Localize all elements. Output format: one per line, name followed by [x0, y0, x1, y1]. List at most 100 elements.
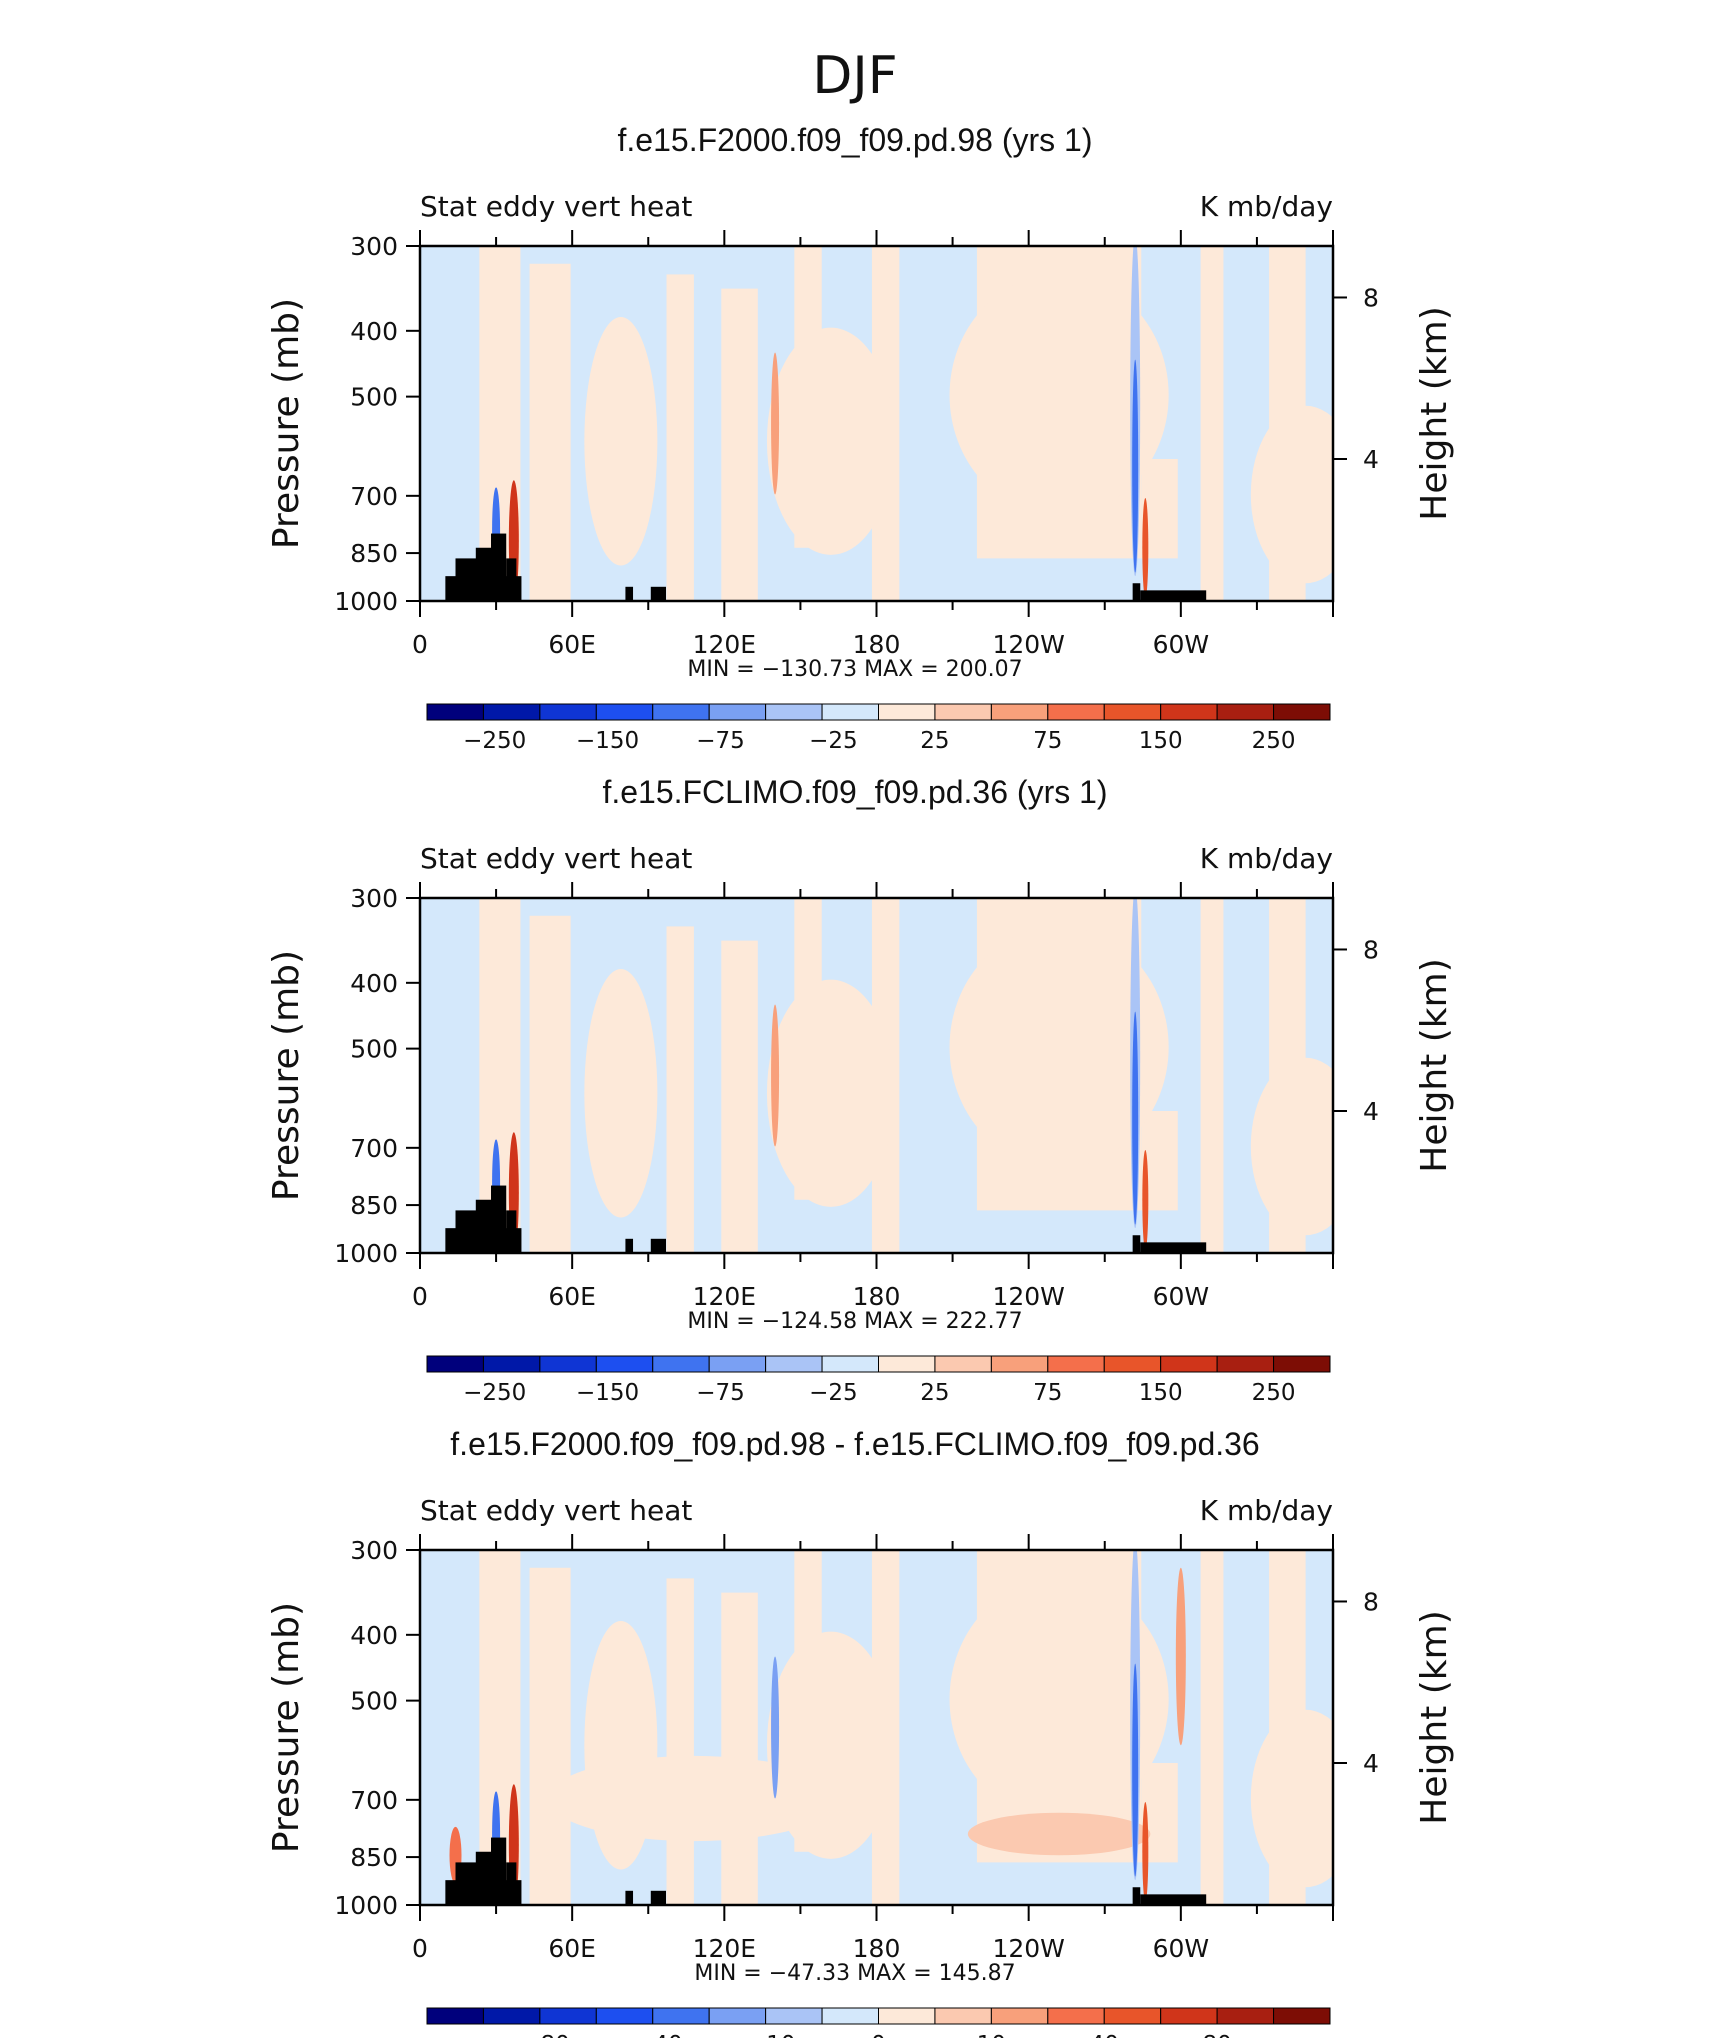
colorbar-box: [1216, 703, 1275, 721]
y-tick-label: 1000: [334, 1239, 398, 1268]
colorbar-label: −25: [809, 1380, 858, 1406]
colorbar-box: [426, 703, 484, 721]
y-tick-label: 850: [350, 1843, 398, 1872]
x-tick-label: 60W: [1153, 630, 1210, 659]
y2-tick-label: 8: [1363, 1587, 1379, 1616]
peach-region: [1250, 1057, 1333, 1236]
colorbar-box: [765, 1355, 823, 1373]
y-tick-label: 850: [350, 539, 398, 568]
colorbar-box: [990, 2007, 1049, 2025]
panel-title: f.e15.FCLIMO.f09_f09.pd.36 (yrs 1): [602, 774, 1107, 810]
colorbar-box: [652, 2007, 710, 2025]
terrain-mask: [625, 1238, 634, 1253]
y-axis-title: Pressure (mb): [266, 298, 307, 549]
x-tick-label: 60E: [548, 1934, 596, 1963]
colorbar-label: −150: [576, 728, 639, 754]
colorbar-box: [878, 1355, 936, 1373]
y2-axis-title: Height (km): [1414, 1610, 1455, 1824]
panel-title: f.e15.F2000.f09_f09.pd.98 (yrs 1): [618, 122, 1093, 158]
red-streak: [1142, 1150, 1149, 1250]
blue-streak: [1132, 1663, 1139, 1877]
x-tick-label: 120E: [693, 1934, 757, 1963]
streak: [771, 1656, 780, 1799]
units-label: K mb/day: [1200, 842, 1333, 875]
colorbar-box: [539, 1355, 597, 1373]
colorbar-label: 80: [1202, 2032, 1231, 2038]
terrain-mask: [1140, 1894, 1207, 1905]
y-tick-label: 400: [350, 1621, 398, 1650]
blue-streak: [1132, 1011, 1139, 1225]
y-tick-label: 400: [350, 969, 398, 998]
red-streak: [1142, 498, 1149, 598]
terrain-mask: [650, 586, 667, 601]
colorbar-box: [539, 2007, 597, 2025]
y-tick-label: 300: [350, 232, 398, 261]
colorbar-label: 75: [1033, 1380, 1062, 1406]
red-streak: [1142, 1802, 1149, 1902]
x-tick-label: 180: [853, 1934, 901, 1963]
colorbar-box: [878, 2007, 936, 2025]
colorbar-label: 40: [1090, 2032, 1119, 2038]
colorbar-box: [652, 703, 710, 721]
colorbar-label: 10: [977, 2032, 1006, 2038]
x-tick-label: 60W: [1153, 1282, 1210, 1311]
y2-axis-title: Height (km): [1414, 958, 1455, 1172]
x-tick-label: 120E: [693, 630, 757, 659]
peach-region: [949, 274, 1169, 516]
x-tick-label: 120W: [992, 630, 1064, 659]
terrain-mask: [491, 533, 507, 601]
peach-region: [949, 926, 1169, 1168]
figure-title: DJF: [812, 46, 897, 106]
colorbar-label: −10: [747, 2032, 796, 2038]
x-tick-label: 120W: [992, 1282, 1064, 1311]
blue-streak: [1132, 359, 1139, 573]
colorbar-box: [426, 1355, 484, 1373]
colorbar-box: [990, 1355, 1049, 1373]
colorbar-box: [934, 1355, 992, 1373]
peach-region: [766, 979, 895, 1207]
panel-3: f.e15.F2000.f09_f09.pd.98 - f.e15.FCLIMO…: [266, 1426, 1455, 2038]
colorbar-box: [1103, 2007, 1162, 2025]
variable-label: Stat eddy vert heat: [420, 1494, 692, 1527]
colorbar-label: −25: [809, 728, 858, 754]
peach-region: [967, 1812, 1151, 1856]
colorbar-box: [426, 2007, 484, 2025]
min-max-label: MIN = −130.73 MAX = 200.07: [687, 657, 1022, 682]
terrain-mask: [491, 1185, 507, 1253]
peach-region: [666, 274, 694, 601]
terrain-mask: [625, 1890, 634, 1905]
colorbar-label: 250: [1252, 1380, 1296, 1406]
colorbar-box: [821, 2007, 879, 2025]
terrain-mask: [625, 586, 634, 601]
colorbar-box: [1216, 1355, 1275, 1373]
x-tick-label: 60E: [548, 630, 596, 659]
colorbar-box: [595, 2007, 654, 2025]
min-max-label: MIN = −47.33 MAX = 145.87: [694, 1961, 1015, 1986]
colorbar-box: [1047, 2007, 1105, 2025]
y2-tick-label: 4: [1363, 1097, 1379, 1126]
peach-region: [584, 317, 658, 566]
y-tick-label: 400: [350, 317, 398, 346]
colorbar-label: 25: [920, 1380, 949, 1406]
x-tick-label: 0: [412, 1934, 428, 1963]
colorbar-box: [482, 2007, 541, 2025]
panel-title: f.e15.F2000.f09_f09.pd.98 - f.e15.FCLIMO…: [450, 1426, 1259, 1462]
peach-region: [1200, 1550, 1224, 1905]
y-tick-label: 500: [350, 1035, 398, 1064]
x-tick-label: 0: [412, 630, 428, 659]
colorbar-label: 150: [1139, 1380, 1183, 1406]
peach-region: [949, 1578, 1169, 1820]
terrain-mask: [650, 1238, 667, 1253]
units-label: K mb/day: [1200, 190, 1333, 223]
peach-region: [666, 1578, 694, 1905]
colorbar-box: [934, 2007, 992, 2025]
y-axis-title: Pressure (mb): [266, 1602, 307, 1853]
min-max-label: MIN = −124.58 MAX = 222.77: [687, 1309, 1022, 1334]
colorbar-box: [1160, 1355, 1218, 1373]
colorbar-box: [1273, 1355, 1331, 1373]
red-streak: [1175, 1567, 1186, 1746]
peach-region: [1250, 1709, 1333, 1888]
y-tick-label: 300: [350, 884, 398, 913]
peach-region: [721, 288, 758, 601]
